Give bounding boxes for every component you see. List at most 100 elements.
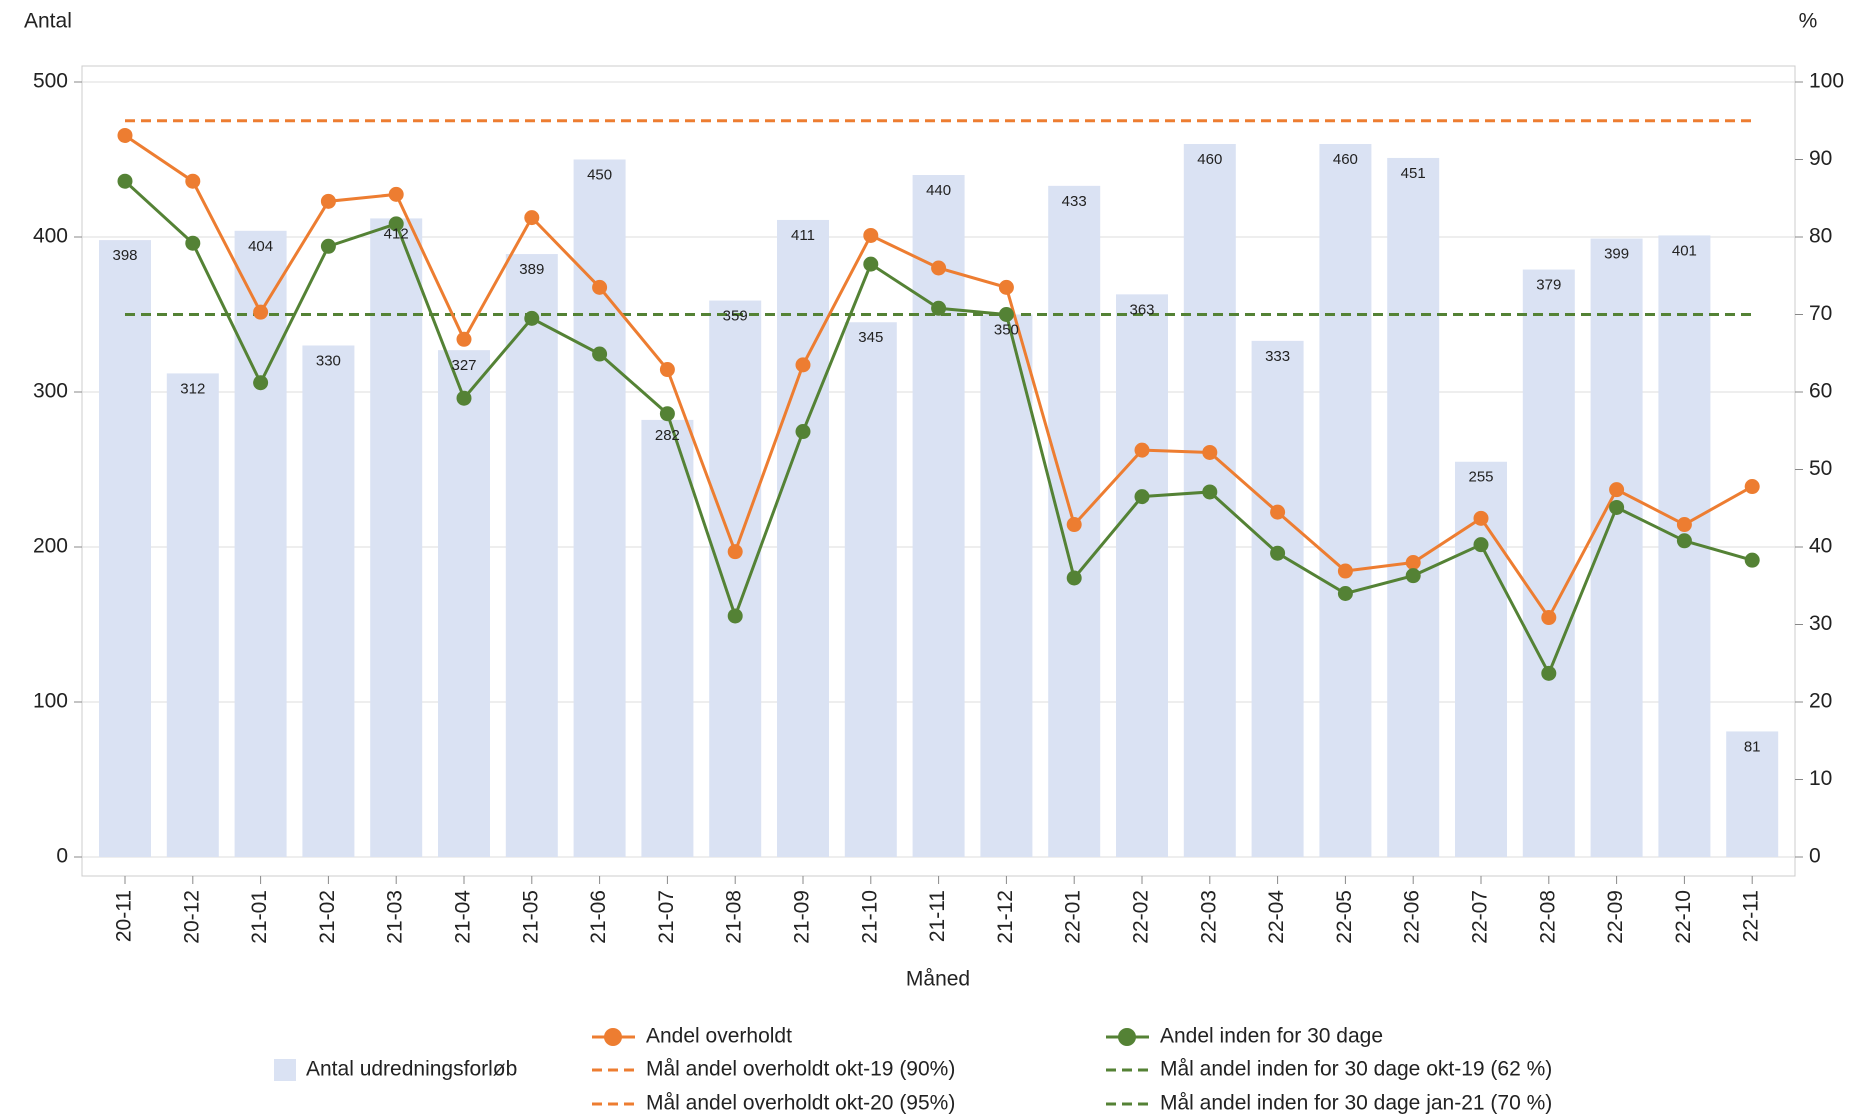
point [1134,442,1150,458]
point [524,210,540,226]
y2-tick-label: 20 [1809,690,1832,713]
x-tick-label: 21-07 [655,890,678,944]
y2-axis-label: % [1799,10,1818,33]
x-tick-label: 20-12 [180,890,203,944]
x-tick-label: 21-08 [723,890,746,944]
point [1676,517,1692,533]
y-tick-label: 100 [33,690,68,713]
point [388,186,404,202]
bar [1251,340,1304,858]
legend-label: Mål andel inden for 30 dage okt-19 (62 %… [1160,1058,1552,1081]
y2-tick-label: 10 [1809,767,1832,790]
point [1405,555,1421,570]
bar-value-label: 404 [248,238,273,255]
y-tick-label: 200 [33,535,68,558]
bar-value-label: 350 [994,321,1019,338]
x-tick-label: 21-06 [587,890,610,944]
point [117,173,133,189]
point [1541,610,1557,626]
y-tick-label: 0 [56,845,68,868]
y2-tick-label: 90 [1809,147,1832,170]
bar-value-label: 312 [180,380,205,397]
x-tick-label: 22-09 [1604,890,1627,944]
y2-tick-label: 80 [1809,225,1832,248]
point [592,279,608,295]
bar [1116,294,1168,858]
bar [980,314,1033,857]
point [1609,499,1625,515]
point [1405,568,1421,584]
bar-value-label: 389 [519,261,544,278]
bar [912,175,965,857]
bar [777,219,829,857]
legend-item: Antal udredningsforløb [274,1058,517,1081]
bar-value-label: 345 [858,329,883,346]
point [1066,517,1082,533]
y2-tick-label: 30 [1809,612,1832,635]
x-tick-label: 21-02 [316,890,339,944]
bar-value-label: 255 [1468,469,1493,486]
point [253,375,269,391]
bar-value-label: 333 [1265,348,1290,365]
y-axis-label: Antal [24,10,72,33]
point [1473,537,1489,553]
point [659,362,675,378]
bar [1183,144,1236,857]
legend-label: Mål andel overholdt okt-20 (95%) [646,1092,955,1115]
x-tick-label: 22-01 [1062,890,1085,944]
point [1609,482,1625,498]
x-tick-label: 22-08 [1536,890,1559,944]
x-tick-label: 21-11 [926,890,949,942]
point [1270,545,1286,561]
point [1744,552,1760,568]
bar [99,240,151,858]
point [320,238,336,254]
x-tick-label: 21-09 [791,890,814,944]
legend-item: Mål andel inden for 30 dage okt-19 (62 %… [1106,1058,1552,1081]
x-tick-label: 22-11 [1740,890,1763,942]
point [863,256,879,272]
bar [1455,461,1507,857]
x-tick-label: 22-07 [1469,890,1492,944]
x-tick-label: 22-03 [1197,890,1220,944]
bar [505,254,558,858]
bar-value-label: 363 [1129,301,1154,318]
bar-value-label: 359 [723,308,748,325]
x-tick-label: 21-03 [384,890,407,944]
bar [234,230,287,858]
point [659,406,675,422]
y2-tick-label: 40 [1809,535,1832,558]
point [1337,563,1353,579]
bar-value-label: 412 [384,225,409,242]
bar-value-label: 460 [1197,151,1222,168]
legend-marker [604,1028,622,1046]
x-tick-label: 20-11 [113,890,136,942]
point [1066,570,1082,586]
y2-tick-label: 50 [1809,457,1832,480]
legend-label: Mål andel overholdt okt-19 (90%) [646,1058,955,1081]
bar [302,345,355,857]
bar [370,218,423,857]
point [592,346,608,362]
bar-value-label: 327 [451,357,476,374]
point [998,279,1014,295]
bar-value-label: 440 [926,182,951,199]
bar-value-label: 399 [1604,246,1629,263]
legend-item: Andel inden for 30 dage [1106,1025,1383,1048]
point [1270,504,1286,520]
legend-swatch [274,1059,296,1081]
bar [709,300,762,857]
bar-value-label: 401 [1672,242,1697,259]
point [998,307,1014,322]
point [795,424,811,440]
y-tick-label: 300 [33,380,68,403]
bar [844,322,897,857]
x-axis-label: Måned [906,968,970,991]
x-tick-label: 21-01 [248,890,271,944]
bar [573,159,626,857]
point [524,310,540,326]
point [456,390,472,406]
point [320,193,336,209]
legend-label: Mål andel inden for 30 dage jan-21 (70 %… [1160,1092,1552,1115]
point [727,608,743,624]
